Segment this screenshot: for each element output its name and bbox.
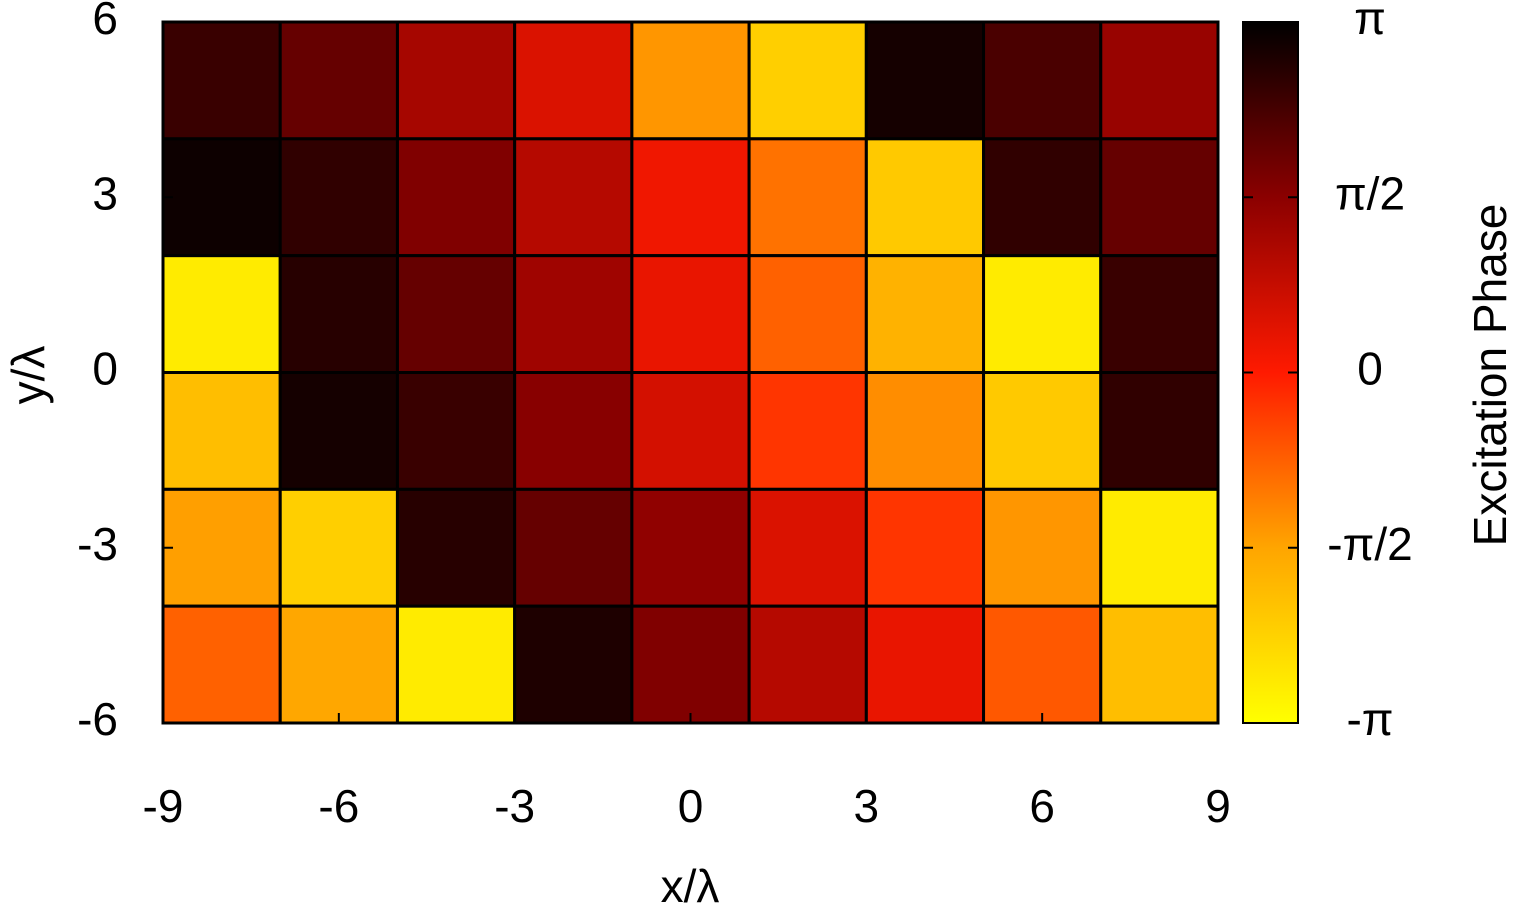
cell (1099, 604, 1220, 725)
cell (982, 371, 1103, 491)
cell (1099, 371, 1220, 491)
cell (864, 487, 986, 608)
cell (630, 20, 751, 141)
cell (395, 254, 517, 375)
cell (630, 137, 751, 258)
x-tick-label: 6 (1029, 780, 1055, 832)
cell (278, 371, 399, 491)
y-tick-label: -3 (77, 518, 118, 570)
cell (864, 604, 986, 725)
x-axis-label: x/λ (661, 860, 720, 912)
cell (1099, 487, 1220, 608)
cell (278, 254, 399, 375)
cell (395, 137, 517, 258)
colorbar-tick-label: π (1354, 0, 1386, 44)
cell (630, 254, 751, 375)
cell (747, 487, 868, 608)
cell (1099, 137, 1220, 258)
cell (630, 604, 751, 725)
cell (747, 20, 868, 141)
cell (1099, 254, 1220, 375)
cell (513, 20, 634, 141)
x-tick-label: -3 (494, 780, 535, 832)
y-tick-label: 6 (92, 0, 118, 44)
y-axis-label: y/λ (2, 346, 54, 405)
colorbar-tick-label: π/2 (1335, 167, 1405, 219)
cell (395, 371, 517, 491)
x-tick-label: 9 (1205, 780, 1231, 832)
x-tick-label: -9 (143, 780, 184, 832)
cell (161, 254, 282, 375)
cell (278, 137, 399, 258)
cell (864, 371, 986, 491)
y-tick-label: 3 (92, 167, 118, 219)
x-tick-label: -6 (318, 780, 359, 832)
cell (747, 604, 868, 725)
cell (1099, 20, 1220, 141)
cell (513, 137, 634, 258)
cell (395, 20, 517, 141)
cell (395, 487, 517, 608)
cell (278, 487, 399, 608)
cell (864, 20, 986, 141)
cell (278, 20, 399, 141)
cell (982, 137, 1103, 258)
cell (161, 487, 282, 608)
cell (161, 604, 282, 725)
cell (747, 137, 868, 258)
cell (864, 254, 986, 375)
cell (630, 371, 751, 491)
colorbar-tick-label: -π/2 (1327, 518, 1412, 570)
cell (513, 487, 634, 608)
cell (982, 487, 1103, 608)
colorbar-label: Excitation Phase (1464, 204, 1516, 547)
x-tick-label: 3 (854, 780, 880, 832)
y-tick-label: -6 (77, 693, 118, 745)
cell (864, 137, 986, 258)
cell (513, 254, 634, 375)
cell (630, 487, 751, 608)
cell (161, 137, 282, 258)
colorbar-tick-label: 0 (1357, 343, 1383, 395)
cell (395, 604, 517, 725)
cell (513, 371, 634, 491)
x-tick-label: 0 (678, 780, 704, 832)
cell (982, 254, 1103, 375)
colorbar-tick-label: -π (1346, 693, 1393, 745)
cell (161, 371, 282, 491)
cell (982, 20, 1103, 141)
cell (161, 20, 282, 141)
cell (513, 604, 634, 725)
cell (982, 604, 1103, 725)
cell (747, 371, 868, 491)
cell (747, 254, 868, 375)
cell (278, 604, 399, 725)
y-tick-label: 0 (92, 343, 118, 395)
